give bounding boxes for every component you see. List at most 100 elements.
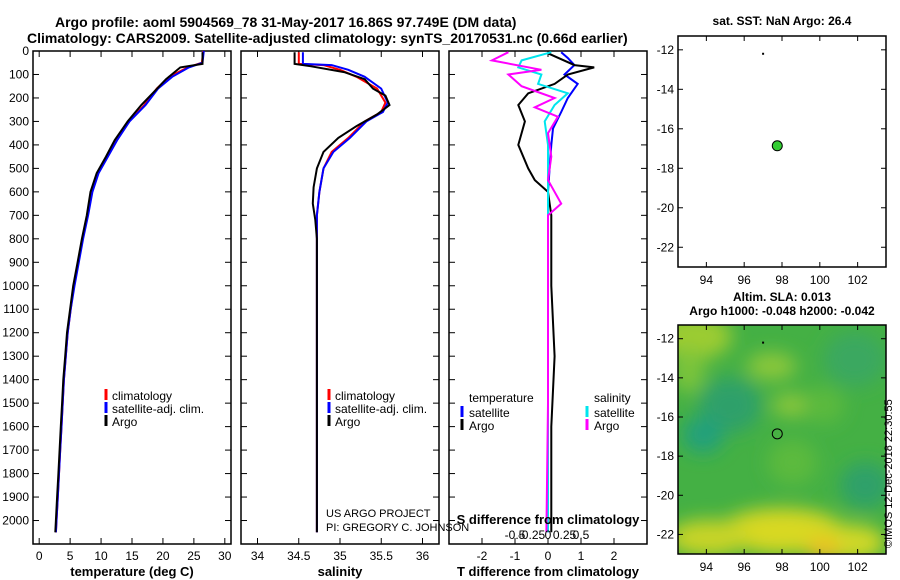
temperature-ytick-label: 1800: [2, 467, 29, 481]
temp-legend-label: climatology: [112, 389, 172, 403]
sla-heat-blob: [823, 331, 886, 387]
temperature-frame: [32, 50, 232, 545]
header-line1: Argo profile: aoml 5904569_78 31-May-201…: [55, 14, 516, 30]
temperature-ytick-label: 1600: [2, 420, 29, 434]
temperature-ytick-label: 0: [22, 44, 29, 58]
salinity-xtick-label: 36: [416, 549, 430, 563]
sla_map-argo-marker: [771, 428, 783, 440]
difference-xtick-label: -1: [510, 549, 521, 563]
temperature-xtick-label: 5: [67, 549, 74, 563]
difference-series-s-argo: [488, 51, 563, 533]
sst_map-xtick-label: 96: [738, 273, 752, 287]
difference-xtick-label: -2: [477, 549, 488, 563]
sla-map-panel: 94 96 98 100 102 -12 -14 -16 -18 -20 -22 Altim. SLA…: [657, 290, 887, 574]
temperature-ytick-label: 600: [9, 185, 29, 199]
temperature-ytick-label: 1500: [2, 396, 29, 410]
difference-xtick-label: 0: [545, 549, 552, 563]
sla_map-ytick-label: -18: [657, 449, 675, 463]
credit-line2: PI: GREGORY C. JOHNSON: [326, 522, 469, 534]
sla_map-ytick-label: -22: [657, 527, 675, 541]
sst_map-frame: [677, 35, 887, 268]
sal-legend-label: satellite-adj. clim.: [335, 402, 427, 416]
diff-s-tick-label: 0.25: [553, 528, 577, 542]
diff-s-tick-label: -0.5: [505, 528, 526, 542]
sst_map-ytick-label: -18: [657, 161, 675, 175]
header-line2: Climatology: CARS2009. Satellite-adjuste…: [27, 30, 628, 46]
sst_map-ytick-label: -16: [657, 122, 675, 136]
sst-map-panel: 94 96 98 100 102 -12 -14 -16 -18 -20 -22 sat. SST: …: [657, 14, 887, 287]
temperature-ytick-label: 1100: [3, 302, 29, 316]
sst_map-argo-marker: [771, 140, 783, 152]
salinity-series-argo: [293, 52, 391, 533]
temperature-ytick-label: 2000: [2, 514, 29, 528]
sla_map-xtick-label: 94: [700, 560, 714, 574]
temperature-xtick-label: 20: [156, 549, 170, 563]
temperature-xtick-label: 25: [187, 549, 201, 563]
sst_map-xtick-label: 94: [700, 273, 714, 287]
temperature-ytick-label: 1400: [2, 373, 29, 387]
temp-legend-label: Argo: [112, 415, 138, 429]
sla-heat-blob: [802, 386, 845, 424]
temperature-series-argo: [54, 52, 204, 533]
sla-heat-blob: [682, 416, 724, 454]
sst_map-small-mark: [762, 52, 765, 55]
temperature-ytick-label: 1000: [2, 279, 29, 293]
sla_map-ytick-label: -16: [657, 410, 675, 424]
difference-xlabel: T difference from climatology: [457, 564, 640, 579]
sst_map-xtick-label: 98: [775, 273, 789, 287]
temperature-xtick-label: 15: [125, 549, 139, 563]
sla-map-title1: Altim. SLA: 0.013: [733, 290, 831, 304]
diff-s-tick-label: 0.5: [573, 528, 590, 542]
temperature-ytick-label: 800: [9, 232, 29, 246]
temperature-ytick-label: 100: [9, 67, 29, 81]
sla_map-small-mark: [762, 341, 765, 344]
sla_map-ytick-label: -14: [657, 371, 675, 385]
difference-panel: -2 -1 0 1 2T difference from climatology -0.5…: [448, 50, 648, 579]
sla_map-xtick-label: 96: [738, 560, 752, 574]
temperature-ytick-label: 400: [9, 138, 29, 152]
sst_map-xtick-label: 100: [810, 273, 830, 287]
temperature-ytick-label: 700: [9, 208, 29, 222]
sla-heat-blob: [678, 347, 706, 394]
difference-xtick-label: 1: [578, 549, 585, 563]
temperature-ytick-label: 300: [9, 114, 29, 128]
temperature-xtick-label: 30: [218, 549, 232, 563]
salinity-xtick-label: 35: [333, 549, 347, 563]
salinity-xtick-label: 35.5: [370, 549, 394, 563]
temperature-ytick-label: 1900: [2, 490, 29, 504]
salinity-panel: 34 34.5 35 35.5 36 salinity climatologysatelli…: [240, 50, 440, 579]
sst_map-ytick-label: -14: [657, 82, 675, 96]
diff-legend-title-temp: temperature: [469, 391, 534, 405]
sla-heat-field: [678, 325, 886, 554]
temp-legend-label: satellite-adj. clim.: [112, 402, 204, 416]
sla-heat-blob: [746, 352, 797, 380]
temperature-panel: 0 5 10 15 20 25 300100200300400500600700800900…: [2, 44, 232, 579]
temperature-xlabel: temperature (deg C): [70, 564, 194, 579]
diff-legend-label-temp: Argo: [469, 419, 495, 433]
diff-legend-label-temp: satellite: [469, 406, 510, 420]
sst_map-ytick-label: -12: [657, 43, 675, 57]
sst_map-ytick-label: -22: [657, 240, 675, 254]
sst_map-xtick-label: 102: [848, 273, 868, 287]
diff-legend-label-sal: Argo: [594, 419, 620, 433]
sla-heatmap: [678, 325, 886, 554]
temperature-ytick-label: 500: [9, 161, 29, 175]
sla_map-xtick-label: 98: [775, 560, 789, 574]
diff-s-tick-label: 0: [545, 528, 552, 542]
difference-series-t-argo: [517, 52, 595, 533]
diff-legend-title-sal: salinity: [594, 391, 631, 405]
temperature-xtick-label: 0: [36, 549, 43, 563]
imos-stamp: ©IMOS 12-Dec-2018 22:30:55: [883, 399, 895, 548]
salinity-xtick-label: 34: [251, 549, 265, 563]
temperature-ytick-label: 1300: [2, 349, 29, 363]
diff-top-xlabel: S difference from climatology: [457, 512, 641, 527]
sla_map-ytick-label: -20: [657, 488, 675, 502]
sal-legend-label: Argo: [335, 415, 361, 429]
diff-s-tick-label: -0.25: [518, 528, 546, 542]
sla_map-xtick-label: 102: [848, 560, 868, 574]
temperature-ytick-label: 1200: [2, 326, 29, 340]
salinity-xlabel: salinity: [318, 564, 364, 579]
sla-heat-blob: [767, 439, 818, 486]
sla-heat-blob: [806, 537, 841, 554]
